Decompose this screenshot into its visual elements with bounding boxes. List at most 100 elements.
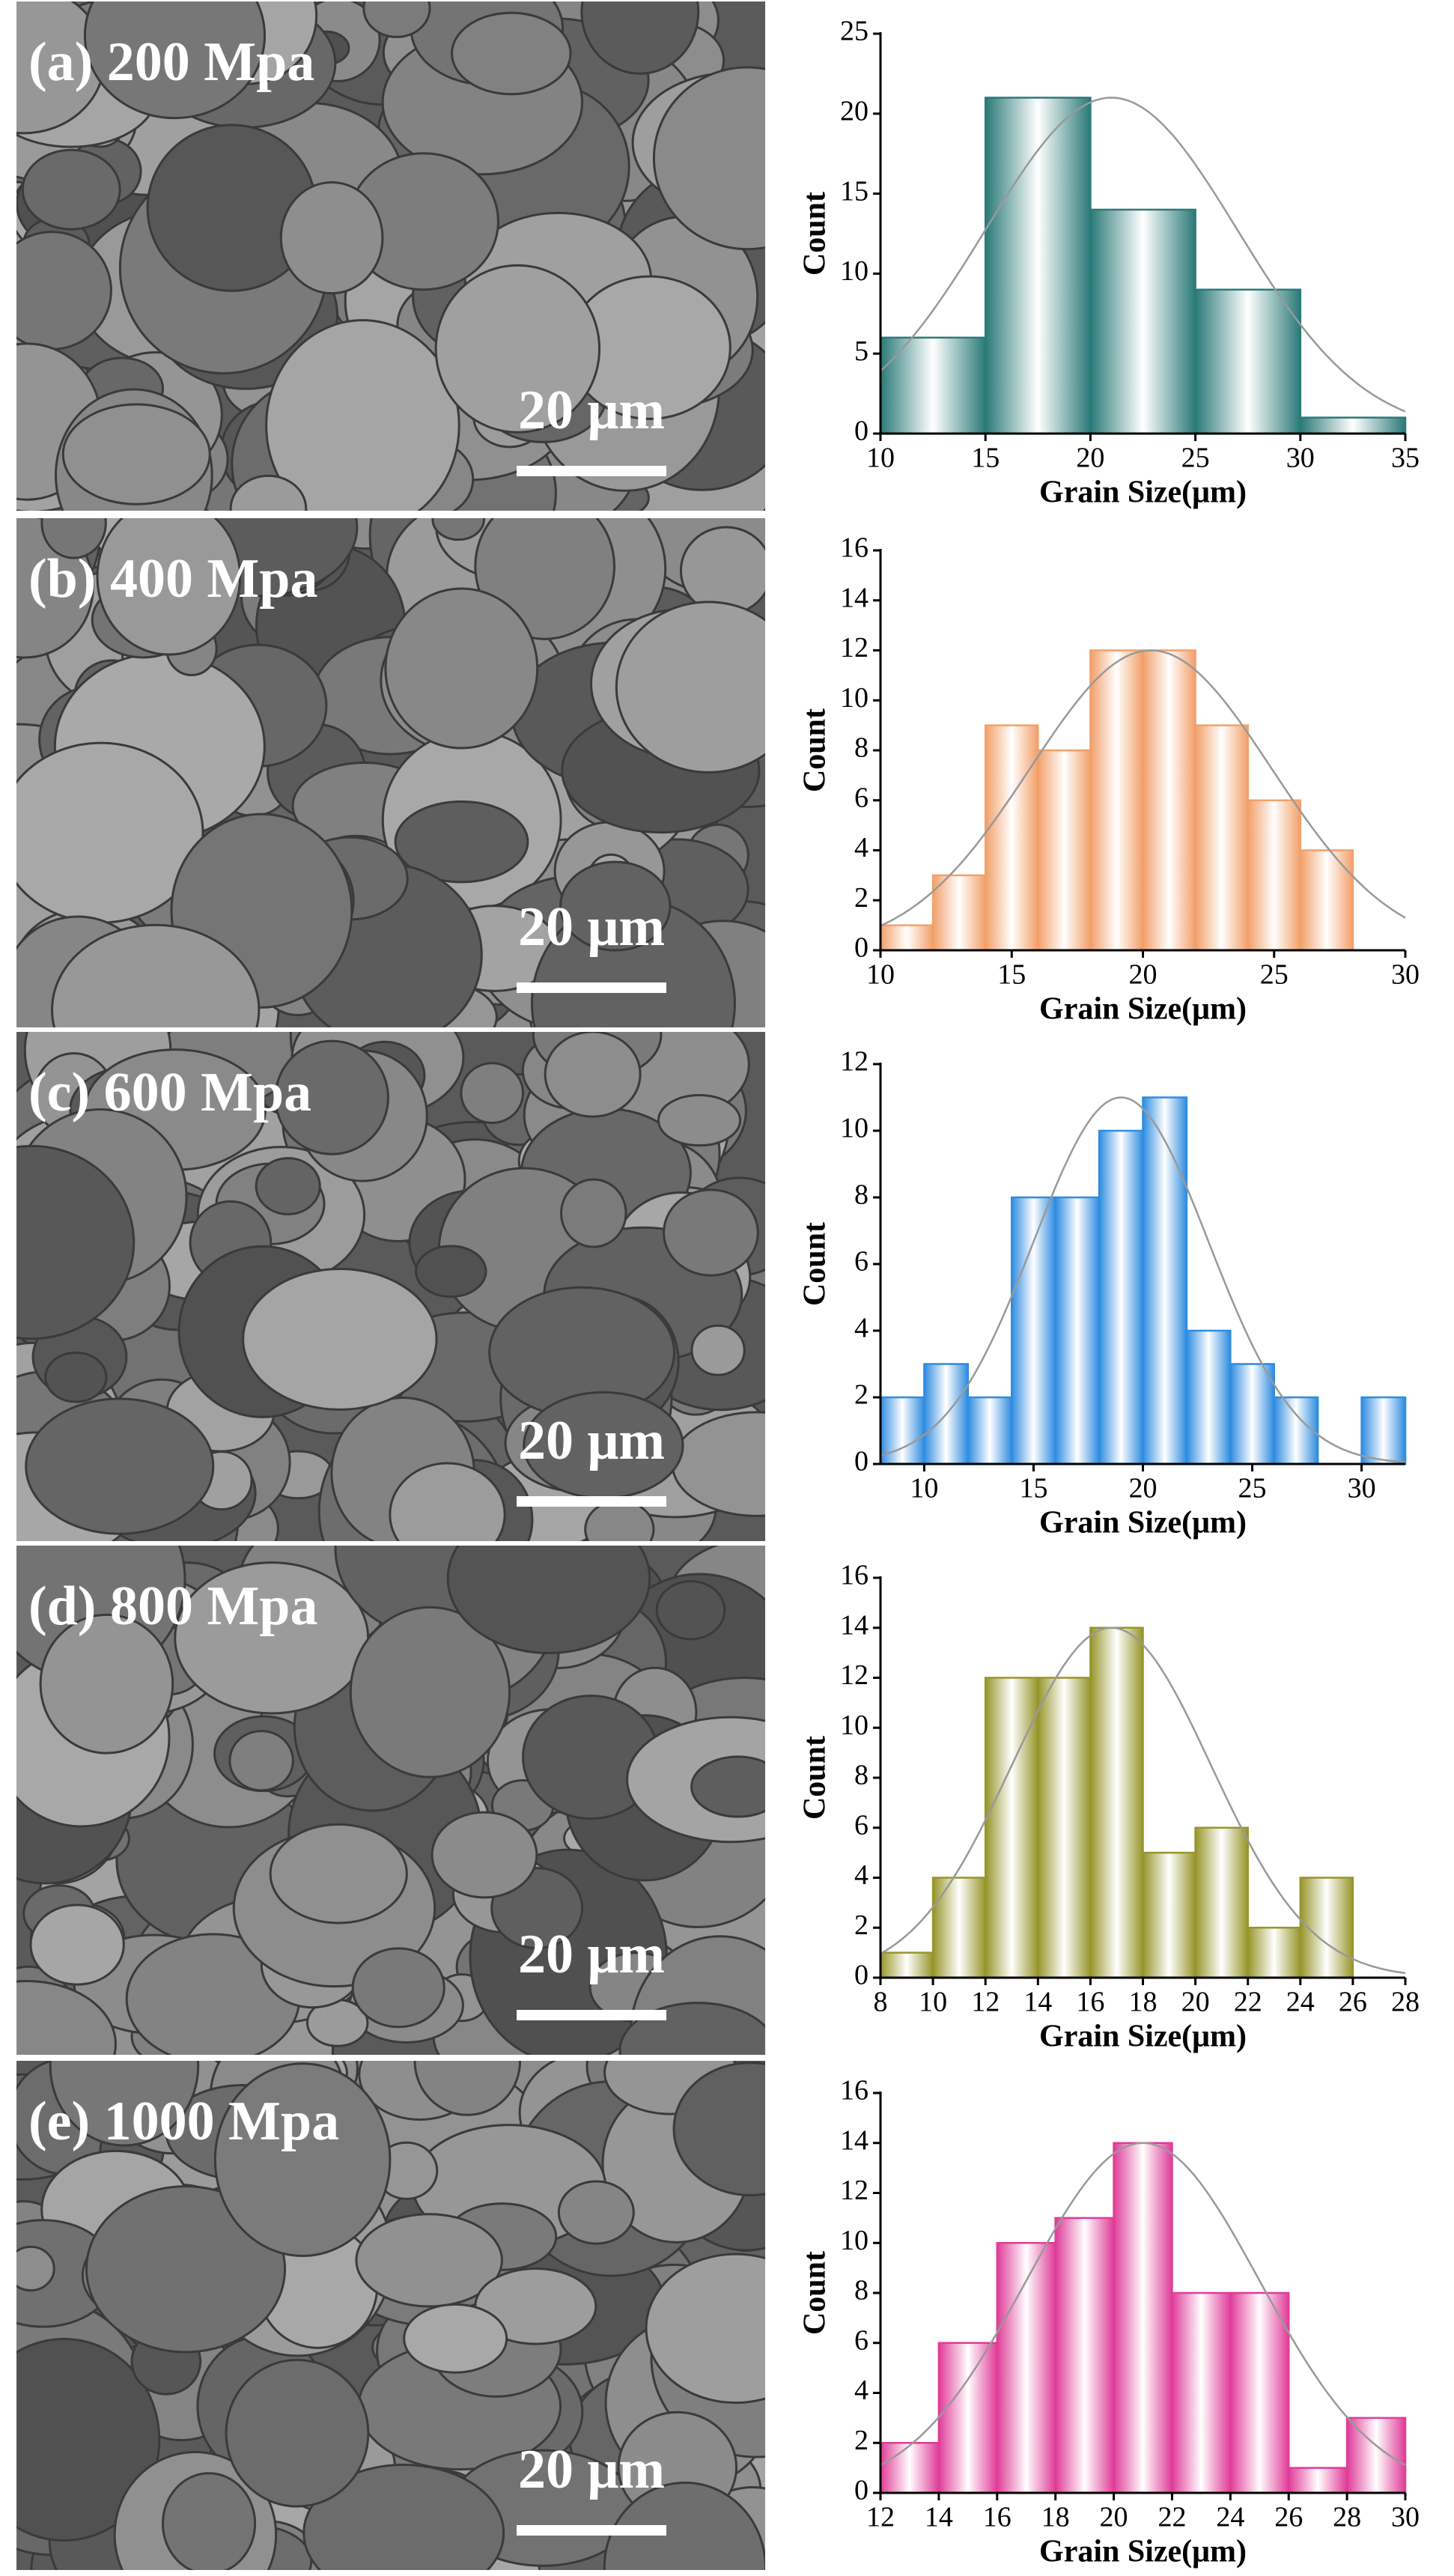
x-tick-label: 14 xyxy=(925,2502,953,2533)
x-tick-label: 22 xyxy=(1158,2502,1186,2533)
x-tick-label: 18 xyxy=(1129,1987,1158,2018)
x-tick-label: 15 xyxy=(997,959,1026,991)
x-tick-label: 25 xyxy=(1260,959,1289,991)
y-tick-label: 25 xyxy=(840,16,869,47)
grain xyxy=(39,1613,174,1755)
y-tick-label: 2 xyxy=(854,1379,869,1411)
x-axis-title: Grain Size(μm) xyxy=(1039,2535,1247,2569)
panel-label: (a) 200 Mpa xyxy=(28,31,314,93)
bar xyxy=(1037,749,1092,952)
x-tick-label: 10 xyxy=(919,1987,947,2018)
y-tick-label: 4 xyxy=(854,1313,869,1344)
x-tick-label: 10 xyxy=(866,443,895,474)
scale-bar xyxy=(517,2525,666,2536)
grain xyxy=(255,1157,321,1215)
y-tick-label: 4 xyxy=(854,2375,869,2406)
grain xyxy=(557,2180,635,2245)
bar xyxy=(1054,2217,1115,2494)
y-tick-label: 8 xyxy=(854,1760,869,1791)
grain xyxy=(51,923,261,1027)
y-tick-label: 12 xyxy=(840,1046,869,1078)
bar xyxy=(1229,2291,1290,2494)
grain xyxy=(61,403,211,505)
grain xyxy=(460,1062,525,1124)
y-tick-label: 10 xyxy=(840,1710,869,1741)
y-axis-title: Count xyxy=(798,1736,833,1820)
grain xyxy=(16,231,112,350)
grain xyxy=(228,1730,294,1792)
x-tick-label: 20 xyxy=(1100,2502,1128,2533)
bar xyxy=(937,2342,999,2494)
bar xyxy=(967,1396,1013,1465)
scale-bar-label: 20 μm xyxy=(518,896,665,958)
bar xyxy=(1011,1196,1056,1465)
y-tick-label: 16 xyxy=(840,532,869,564)
bar xyxy=(1299,849,1354,952)
x-tick-label: 35 xyxy=(1391,443,1420,474)
x-tick-label: 20 xyxy=(1076,443,1104,474)
bar xyxy=(1247,799,1302,952)
y-tick-label: 10 xyxy=(840,682,869,714)
grain xyxy=(652,66,765,251)
x-tick-label: 16 xyxy=(983,2502,1012,2533)
scale-bar-label: 20 μm xyxy=(518,1410,665,1471)
x-tick-label: 8 xyxy=(874,1987,888,2018)
x-tick-label: 28 xyxy=(1391,1987,1420,2018)
grain xyxy=(603,2481,765,2570)
scale-bar xyxy=(517,1496,666,1507)
sem-image xyxy=(16,1032,765,1541)
bar xyxy=(1194,1826,1249,1979)
x-tick-label: 20 xyxy=(1129,1473,1158,1504)
bar xyxy=(1142,649,1196,952)
y-tick-label: 0 xyxy=(854,1960,869,1991)
grain xyxy=(655,1580,726,1641)
bar xyxy=(1142,1096,1188,1465)
grain xyxy=(690,1324,746,1376)
sem-image xyxy=(16,518,765,1027)
bar xyxy=(1273,1396,1319,1465)
bar xyxy=(996,2242,1056,2494)
grain xyxy=(16,2245,55,2292)
x-tick-label: 24 xyxy=(1286,1987,1315,2018)
grain xyxy=(413,2061,522,2116)
bar xyxy=(1345,2416,1407,2494)
grain xyxy=(83,1,266,120)
scale-bar xyxy=(517,2010,666,2020)
grain xyxy=(679,526,765,616)
y-axis-title: Count xyxy=(798,708,833,792)
bar xyxy=(1247,1927,1302,1979)
grain xyxy=(25,1397,215,1535)
x-tick-label: 30 xyxy=(1286,443,1315,474)
y-tick-label: 12 xyxy=(840,2175,869,2206)
y-tick-label: 4 xyxy=(854,832,869,863)
grain xyxy=(85,2185,287,2354)
y-tick-label: 2 xyxy=(854,1910,869,1941)
y-tick-label: 0 xyxy=(854,2475,869,2506)
bar xyxy=(1089,1626,1144,1979)
y-tick-label: 10 xyxy=(840,255,869,287)
bar xyxy=(1185,1329,1232,1465)
bar xyxy=(879,1951,934,1979)
grain xyxy=(657,1094,742,1147)
x-tick-label: 24 xyxy=(1216,2502,1244,2533)
sem-image xyxy=(16,2061,765,2570)
fit-curve xyxy=(880,649,1406,927)
y-tick-label: 10 xyxy=(840,1113,869,1144)
grain xyxy=(16,1144,136,1340)
y-axis-title: Count xyxy=(798,1222,833,1306)
bar xyxy=(984,724,1039,952)
bar xyxy=(879,336,987,435)
y-tick-label: 0 xyxy=(854,416,869,447)
bar xyxy=(879,2442,940,2494)
y-tick-label: 6 xyxy=(854,1246,869,1278)
bar xyxy=(1287,2467,1348,2494)
y-tick-label: 2 xyxy=(854,2425,869,2456)
sem-image xyxy=(16,1,765,511)
grain xyxy=(279,180,384,295)
bar xyxy=(1299,416,1407,435)
y-tick-label: 2 xyxy=(854,882,869,914)
grain xyxy=(414,1245,487,1298)
grain xyxy=(434,264,601,434)
